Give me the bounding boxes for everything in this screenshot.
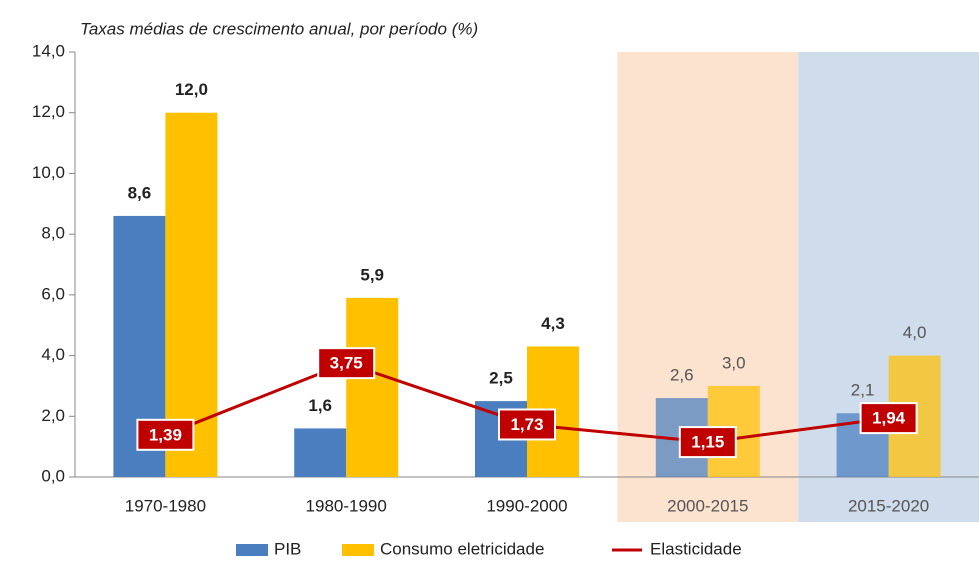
x-tick-label: 1970-1980 [125,496,206,515]
label-box [498,408,556,441]
label-box [317,347,376,380]
chart-title: Taxas médias de crescimento anual, por p… [80,19,478,38]
bar-value-label: 4,0 [903,323,927,342]
x-tick-label: 1980-1990 [306,496,387,515]
line-value-label: 1,94 [872,409,906,428]
x-tick-label: 1990-2000 [486,496,567,515]
x-tick-label: 2015-2020 [848,496,929,515]
bar [346,297,399,477]
line-point-label: 1,73 [498,408,556,441]
y-tick-label: 10,0 [32,163,65,182]
y-tick-label: 14,0 [32,41,65,60]
bar-value-label: 2,1 [851,381,875,400]
y-tick-label: 6,0 [41,284,65,303]
y-tick-label: 0,0 [41,466,65,485]
x-tick-label: 2000-2015 [667,496,748,515]
line-point-label: 1,94 [859,402,918,435]
bar-value-label: 8,6 [128,183,152,202]
y-tick-label: 8,0 [41,224,65,243]
bar [294,428,347,477]
line-value-label: 1,73 [510,415,543,434]
bar-value-label: 2,5 [489,369,513,388]
label-box [678,426,737,459]
legend-swatch [236,544,268,556]
bar-value-label: 12,0 [175,80,208,99]
line-point-label: 1,39 [136,418,195,451]
label-box [136,418,195,451]
legend-label: PIB [274,539,301,558]
line-point-label: 1,15 [678,426,737,459]
bar-value-label: 3,0 [722,353,746,372]
line-value-label: 1,15 [691,433,724,452]
line-value-label: 1,39 [149,425,182,444]
y-tick-label: 2,0 [41,406,65,425]
line-point-label: 3,75 [317,347,376,380]
bar-value-label: 2,6 [670,366,694,385]
line-value-label: 3,75 [330,354,363,373]
bar-value-label: 5,9 [360,265,384,284]
legend-label: Consumo eletricidade [380,539,544,558]
y-tick-label: 4,0 [41,345,65,364]
y-tick-label: 12,0 [32,102,65,121]
legend-swatch [342,544,374,556]
label-box [859,402,918,435]
legend-label: Elasticidade [650,539,742,558]
bar-value-label: 4,3 [541,314,565,333]
bar-value-label: 1,6 [308,396,332,415]
